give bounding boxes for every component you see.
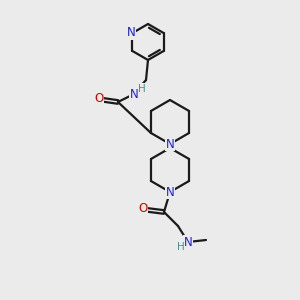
Text: H: H bbox=[138, 84, 146, 94]
Text: H: H bbox=[177, 242, 185, 252]
Text: N: N bbox=[127, 26, 136, 40]
Text: O: O bbox=[138, 202, 148, 215]
Text: N: N bbox=[184, 236, 192, 248]
Text: N: N bbox=[166, 137, 174, 151]
Text: N: N bbox=[130, 88, 138, 100]
Text: N: N bbox=[166, 185, 174, 199]
Text: O: O bbox=[94, 92, 103, 106]
